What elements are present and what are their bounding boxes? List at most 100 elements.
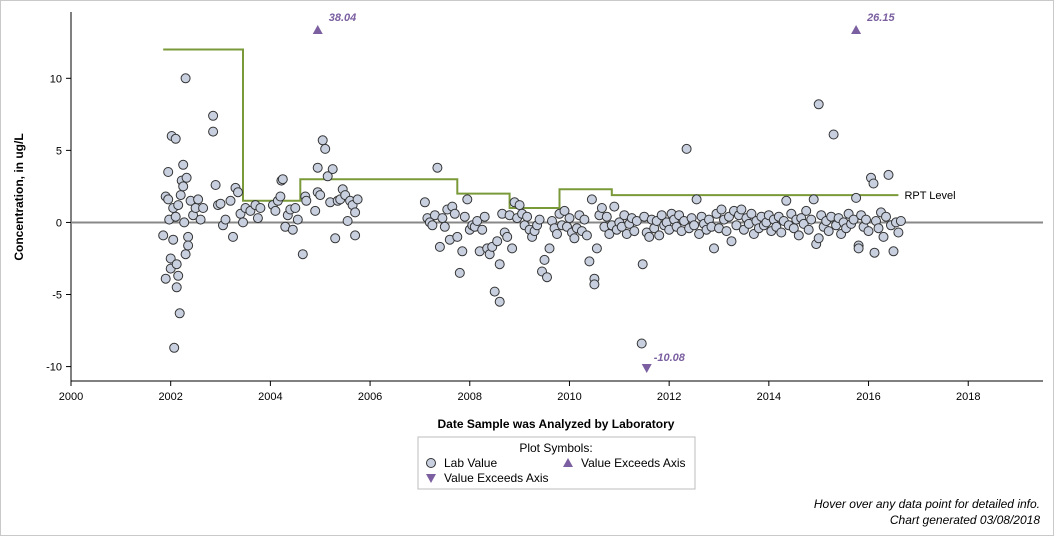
data-point[interactable] xyxy=(427,220,438,231)
data-point[interactable] xyxy=(173,270,184,281)
data-point[interactable] xyxy=(494,259,505,270)
data-point[interactable] xyxy=(297,249,308,260)
data-point[interactable] xyxy=(631,216,642,226)
data-point[interactable] xyxy=(419,197,430,208)
data-point[interactable] xyxy=(233,187,243,198)
data-point[interactable] xyxy=(179,217,190,228)
data-point[interactable] xyxy=(275,191,286,202)
data-point[interactable] xyxy=(439,221,450,232)
data-point[interactable] xyxy=(544,243,555,254)
data-point[interactable] xyxy=(848,214,859,225)
data-point[interactable] xyxy=(170,133,181,144)
data-point[interactable] xyxy=(644,231,655,242)
data-point[interactable] xyxy=(564,213,575,224)
data-point[interactable] xyxy=(881,211,891,222)
data-point[interactable] xyxy=(534,214,545,225)
data-point[interactable] xyxy=(883,169,894,180)
data-point[interactable] xyxy=(292,214,303,225)
data-point[interactable] xyxy=(178,159,189,170)
data-point[interactable] xyxy=(310,205,321,216)
data-point[interactable] xyxy=(873,223,884,234)
data-point[interactable] xyxy=(868,178,879,189)
data-point[interactable] xyxy=(494,296,505,307)
data-point[interactable] xyxy=(636,338,647,349)
data-point[interactable] xyxy=(694,229,705,239)
data-point[interactable] xyxy=(637,259,648,270)
data-point[interactable] xyxy=(629,226,640,237)
data-point[interactable] xyxy=(654,230,665,241)
data-point[interactable] xyxy=(492,236,503,247)
data-point[interactable] xyxy=(317,135,328,146)
data-point[interactable] xyxy=(813,99,824,110)
data-point[interactable] xyxy=(270,205,281,216)
data-point[interactable] xyxy=(851,192,862,203)
data-point[interactable] xyxy=(462,194,473,205)
data-point[interactable] xyxy=(781,195,792,206)
data-point[interactable] xyxy=(454,267,465,278)
data-point[interactable] xyxy=(238,217,248,228)
data-point[interactable] xyxy=(888,246,899,257)
data-point[interactable] xyxy=(352,194,363,205)
data-point[interactable] xyxy=(457,246,468,257)
data-point[interactable] xyxy=(691,194,702,205)
data-point[interactable] xyxy=(290,203,301,213)
data-point[interactable] xyxy=(689,220,700,231)
data-point[interactable] xyxy=(803,224,814,235)
data-point[interactable] xyxy=(808,194,819,205)
data-point[interactable] xyxy=(584,256,595,267)
data-point[interactable] xyxy=(489,286,500,297)
data-point[interactable] xyxy=(183,231,194,242)
data-point[interactable] xyxy=(514,200,525,211)
data-point[interactable] xyxy=(181,172,192,183)
data-point[interactable] xyxy=(853,243,864,254)
data-point[interactable] xyxy=(793,230,804,241)
data-point[interactable] xyxy=(709,243,719,254)
data-point[interactable] xyxy=(716,204,727,215)
data-point[interactable] xyxy=(449,208,460,219)
data-point[interactable] xyxy=(174,308,185,319)
data-point[interactable] xyxy=(163,167,174,177)
data-point[interactable] xyxy=(776,227,787,238)
data-point[interactable] xyxy=(255,203,266,213)
data-point[interactable] xyxy=(569,233,580,244)
data-point[interactable] xyxy=(301,195,312,206)
data-point[interactable] xyxy=(539,254,550,265)
data-point[interactable] xyxy=(459,211,470,222)
data-point[interactable] xyxy=(342,216,353,226)
data-point[interactable] xyxy=(863,226,874,237)
data-point[interactable] xyxy=(170,211,181,222)
data-point[interactable] xyxy=(581,230,592,241)
data-point[interactable] xyxy=(893,227,904,238)
data-point[interactable] xyxy=(312,162,323,173)
data-point[interactable] xyxy=(252,213,263,224)
data-point[interactable] xyxy=(601,211,612,222)
data-point[interactable] xyxy=(169,342,180,353)
data-point[interactable] xyxy=(173,200,184,211)
data-point[interactable] xyxy=(195,214,206,225)
data-point[interactable] xyxy=(277,174,288,185)
data-point[interactable] xyxy=(656,210,667,221)
data-point[interactable] xyxy=(160,273,171,284)
data-point[interactable] xyxy=(507,243,518,254)
data-point[interactable] xyxy=(477,224,488,235)
data-point[interactable] xyxy=(158,230,169,241)
data-point[interactable] xyxy=(183,240,194,251)
data-point[interactable] xyxy=(163,194,174,205)
data-point[interactable] xyxy=(452,231,463,242)
data-point[interactable] xyxy=(327,164,338,175)
data-point[interactable] xyxy=(681,143,692,154)
data-point[interactable] xyxy=(208,126,219,137)
data-point[interactable] xyxy=(579,214,590,225)
data-point[interactable] xyxy=(869,247,880,258)
data-point[interactable] xyxy=(225,195,236,206)
data-point[interactable] xyxy=(168,234,179,245)
data-point[interactable] xyxy=(220,214,231,225)
data-point[interactable] xyxy=(350,207,361,218)
data-point[interactable] xyxy=(434,241,445,252)
data-point[interactable] xyxy=(589,279,600,290)
data-point[interactable] xyxy=(228,231,238,242)
data-point[interactable] xyxy=(171,282,182,293)
data-point[interactable] xyxy=(178,181,189,192)
data-point[interactable] xyxy=(609,201,620,212)
